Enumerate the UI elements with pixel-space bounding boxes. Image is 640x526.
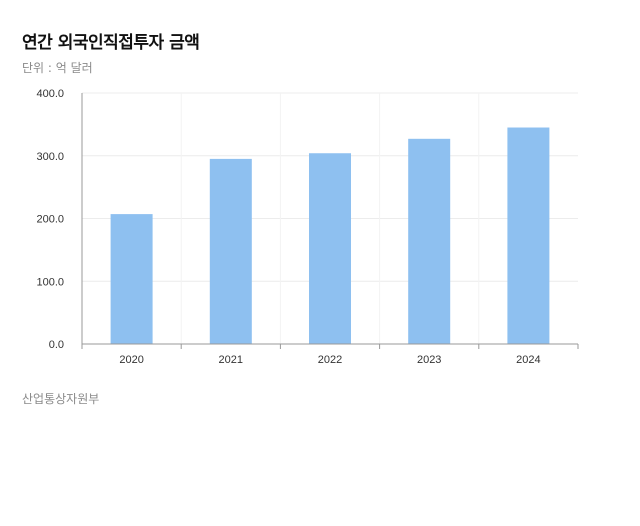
y-tick-label: 100.0: [36, 276, 64, 288]
x-tick-label: 2023: [417, 354, 441, 366]
unit-label: 단위 : 억 달러: [22, 61, 93, 75]
y-tick-label: 300.0: [36, 151, 64, 163]
y-tick-label: 0.0: [49, 339, 64, 351]
x-tick-label: 2022: [318, 354, 342, 366]
x-tick-label: 2024: [516, 354, 540, 366]
bar: [110, 214, 153, 344]
bar: [408, 138, 451, 344]
x-tick-label: 2021: [219, 354, 243, 366]
y-tick-label: 400.0: [36, 88, 64, 100]
bar: [507, 127, 550, 344]
bar: [209, 158, 252, 344]
chart-title: 연간 외국인직접투자 금액: [22, 33, 200, 53]
bar: [309, 153, 351, 344]
source-label: 산업통상자원부: [22, 392, 100, 406]
y-tick-label: 200.0: [36, 214, 64, 226]
x-tick-label: 2020: [119, 354, 143, 366]
